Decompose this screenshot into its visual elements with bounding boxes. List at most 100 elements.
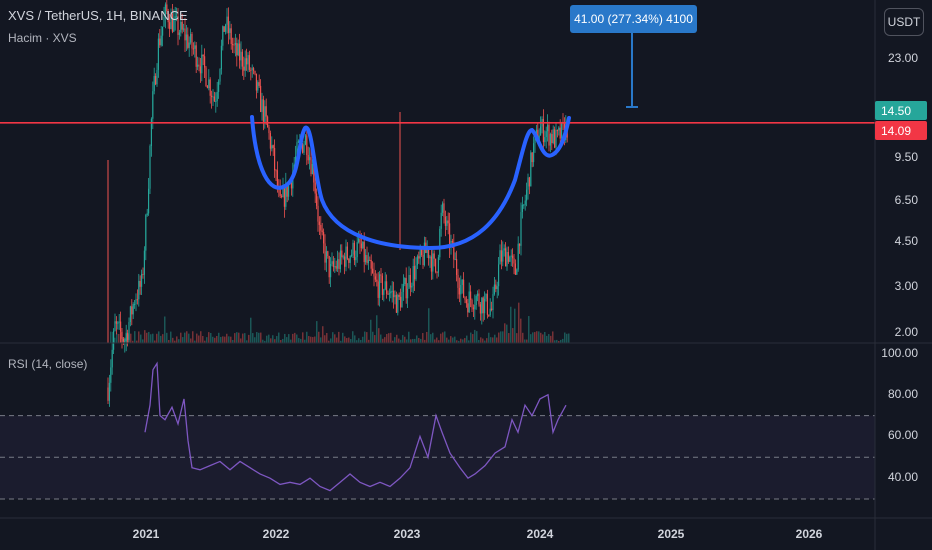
volume-bar: [340, 340, 342, 343]
rsi-legend[interactable]: RSI (14, close): [8, 357, 88, 371]
volume-bar: [236, 332, 238, 343]
candle-body: [138, 280, 140, 300]
volume-bar: [176, 336, 178, 343]
candle-body: [174, 16, 176, 19]
candle-body: [397, 294, 399, 313]
volume-bar: [178, 339, 180, 343]
volume-bar: [512, 328, 514, 343]
volume-bar: [416, 335, 418, 343]
volume-bar: [452, 337, 454, 343]
candle-body: [519, 243, 521, 246]
candle-body: [481, 297, 483, 314]
candle-body: [311, 164, 313, 175]
candle-body: [401, 291, 403, 308]
volume-bar: [296, 334, 298, 343]
volume-bar: [488, 332, 490, 343]
volume-bar: [406, 339, 408, 343]
candle-body: [513, 258, 515, 264]
candle-body: [416, 256, 418, 266]
volume-bar: [562, 338, 564, 343]
candle-body: [549, 134, 551, 146]
volume-legend[interactable]: Hacim · XVS: [8, 31, 77, 45]
candle-body: [258, 82, 260, 86]
candle-body: [332, 261, 334, 268]
volume-bar: [272, 335, 274, 343]
volume-bar: [374, 335, 376, 343]
candle-body: [534, 134, 536, 144]
candle-body: [358, 238, 360, 243]
volume-bar: [192, 331, 194, 343]
volume-bar: [328, 340, 330, 343]
candle-body: [118, 321, 120, 323]
volume-bar: [218, 332, 220, 343]
volume-bar: [188, 333, 190, 343]
candle-body: [465, 299, 467, 304]
candle-body: [162, 26, 164, 36]
candle-body: [390, 291, 392, 294]
volume-bar: [566, 333, 568, 343]
candle-body: [346, 246, 348, 259]
candle-body: [134, 304, 136, 306]
candle-body: [400, 296, 402, 308]
volume-bar: [288, 334, 290, 343]
volume-bar: [424, 339, 426, 343]
volume-bar: [490, 337, 492, 343]
candle-body: [243, 66, 245, 71]
candle-body: [496, 286, 498, 290]
volume-bar: [352, 331, 354, 343]
candle-body: [383, 289, 385, 295]
candle-body: [353, 242, 355, 261]
volume-bar: [334, 334, 336, 343]
candle-body: [317, 205, 319, 222]
rsi-tick: 80.00: [887, 387, 918, 401]
volume-bar: [448, 339, 450, 343]
volume-bar: [198, 335, 200, 343]
volume-bar: [388, 333, 390, 343]
volume-bar: [174, 340, 176, 343]
candle-body: [188, 42, 190, 48]
candle-body: [439, 228, 441, 258]
volume-bar: [414, 338, 416, 343]
volume-bar: [550, 335, 552, 343]
volume-bar: [432, 332, 434, 343]
candle-body: [510, 255, 512, 257]
volume-bar: [520, 318, 522, 343]
volume-bar: [280, 339, 282, 343]
candle-body: [402, 284, 404, 292]
volume-bar: [302, 332, 304, 343]
currency-button[interactable]: USDT: [884, 8, 924, 36]
symbol-title[interactable]: XVS / TetherUS, 1H, BINANCE: [8, 8, 188, 23]
price-tick: 9.50: [894, 150, 918, 164]
candle-body: [222, 26, 224, 46]
candle-body: [324, 243, 326, 263]
volume-bar: [456, 340, 458, 343]
volume-bar: [254, 337, 256, 343]
candle-body: [460, 284, 462, 295]
price-tick: 6.50: [894, 193, 918, 207]
volume-bar: [526, 339, 528, 343]
candle-body: [190, 33, 192, 43]
candle-body: [559, 127, 561, 139]
volume-bar: [214, 337, 216, 343]
price-tick: 2.00: [894, 325, 918, 339]
candle-body: [128, 322, 130, 340]
candle-body: [422, 254, 424, 266]
volume-bar: [320, 337, 322, 343]
volume-bar: [156, 333, 158, 343]
candle-body: [344, 256, 346, 267]
candle-body: [267, 116, 269, 128]
volume-bar: [332, 332, 334, 343]
candle-body: [478, 293, 480, 305]
volume-bar: [564, 332, 566, 343]
volume-bar: [462, 339, 464, 343]
candle-body: [310, 157, 312, 175]
candle-body: [307, 154, 309, 161]
volume-bar: [330, 338, 332, 343]
volume-bar: [284, 333, 286, 343]
candle-body: [303, 144, 305, 153]
volume-bar: [300, 338, 302, 343]
candle-body: [514, 263, 516, 275]
price-range-measure[interactable]: 41.00 (277.34%) 4100: [570, 5, 697, 33]
volume-bar: [532, 332, 534, 343]
